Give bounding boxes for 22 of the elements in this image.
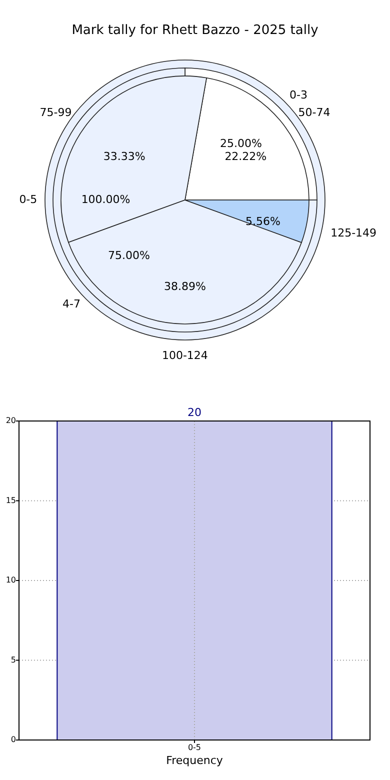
x-axis-title: Frequency [166,754,224,767]
data-label: 38.89% [164,280,206,294]
slice-label: 50-74 [298,106,330,119]
y-tick-label: 0 [10,735,16,744]
y-tick-label: 10 [6,576,16,585]
data-label: 22.22% [224,150,267,164]
slice-label: 4-7 [62,298,80,311]
data-label: 25.00% [220,136,262,150]
slice-label: 125-149 [330,226,377,240]
data-label: 75.00% [108,249,150,262]
chart-title: Mark tally for Rhett Bazzo - 2025 tally [72,23,319,38]
slice-label: 0-5 [19,193,38,206]
data-label: 100.00% [81,193,130,206]
slice-label: 0-3 [290,88,308,102]
y-tick-label: 5 [10,655,16,664]
slice-label: 100-124 [162,348,208,362]
data-label: 20 [188,406,202,419]
slice-label: 75-99 [40,106,72,119]
data-label: 33.33% [103,150,146,164]
y-tick-label: 20 [6,416,16,426]
y-tick-label: 15 [6,496,16,505]
data-label: 5.56% [246,214,280,228]
